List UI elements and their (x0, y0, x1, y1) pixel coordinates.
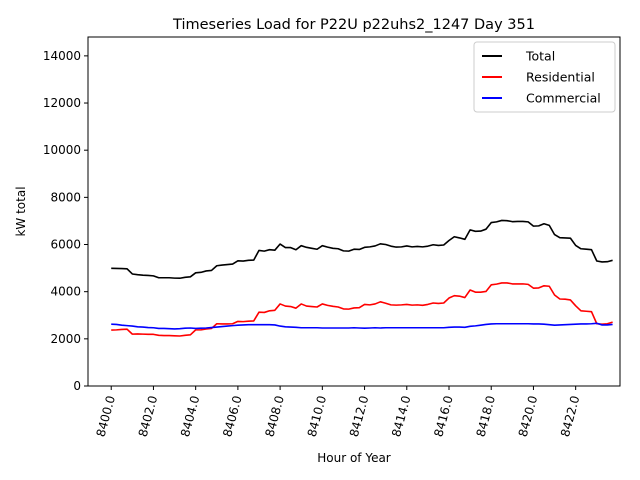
series-line-commercial (111, 322, 613, 330)
y-tick-label: 2000 (50, 332, 81, 346)
y-tick-label: 14000 (43, 49, 81, 63)
legend-label-total: Total (525, 49, 555, 64)
x-axis-label: Hour of Year (317, 451, 391, 465)
y-tick-label: 8000 (50, 190, 81, 204)
legend: Total Residential Commercial (473, 41, 616, 113)
y-tick-label: 4000 (50, 285, 81, 299)
legend-label-commercial: Commercial (526, 91, 601, 106)
y-tick-label: 6000 (50, 238, 81, 252)
legend-label-residential: Residential (526, 70, 595, 85)
y-tick-label: 12000 (43, 96, 81, 110)
y-axis-label: kW total (14, 186, 28, 236)
y-tick-label: 0 (73, 379, 81, 393)
legend-box (473, 41, 616, 113)
series-line-residential (111, 282, 613, 337)
y-axis: 0 2000 4000 6000 8000 10000 12000 14000 (43, 49, 88, 393)
plot-frame (87, 36, 621, 387)
y-tick-label: 10000 (43, 143, 81, 157)
series-layer (111, 219, 613, 337)
series-line-total (111, 219, 613, 280)
chart-title: Timeseries Load for P22U p22uhs2_1247 Da… (172, 17, 535, 33)
